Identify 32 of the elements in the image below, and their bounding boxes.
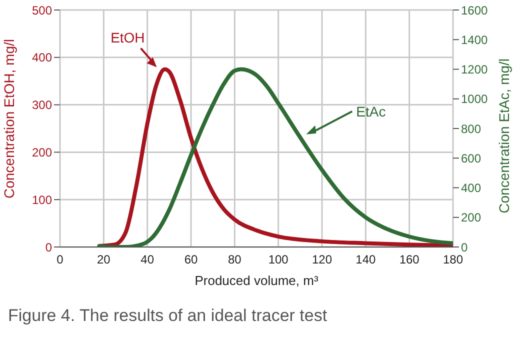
y2-tick-label: 1600 (461, 3, 488, 18)
y2-tick-label: 1200 (461, 62, 488, 77)
y2-tick-label: 200 (461, 210, 482, 225)
x-tick-label: 40 (140, 252, 154, 267)
y-axis-title: Concentration EtOH, mg/l (0, 38, 17, 198)
x-tick-label: 60 (184, 252, 198, 267)
y2-tick-label: 1000 (461, 92, 488, 106)
x-tick-label: 80 (228, 252, 242, 267)
text: Figure 4. The results of an ideal tracer test (8, 306, 328, 326)
text: EtAc (356, 103, 386, 120)
y2-tick-label: 1400 (461, 32, 488, 47)
y2-tick-label: 800 (461, 122, 482, 136)
x-tick-label: 100 (268, 252, 289, 267)
y-tick-label: 200 (32, 145, 52, 160)
y-tick-label: 500 (32, 3, 52, 18)
y-tick-label: 300 (32, 98, 52, 112)
line-series (97, 67, 453, 247)
x-tick-label: 120 (312, 252, 332, 267)
x-tick-label: 20 (96, 252, 111, 267)
y2-tick-label: 400 (461, 181, 482, 196)
x-axis-title: Produced volume, m³ (194, 273, 319, 288)
y2-tick-label: 600 (461, 151, 482, 166)
y2-axis-title: Concentration EtAc, mg/l (496, 58, 512, 214)
x-tick-label: 160 (399, 252, 420, 267)
text: EtOH (110, 29, 145, 46)
y-tick-label: 400 (32, 50, 52, 65)
y-tick-label: 100 (32, 192, 52, 207)
x-tick-label: 0 (56, 252, 64, 267)
y-tick-label: 0 (45, 240, 52, 254)
x-tick-label: 140 (356, 252, 376, 267)
x-tick-label: 180 (442, 252, 464, 267)
y2-tick-label: 0 (461, 240, 468, 254)
